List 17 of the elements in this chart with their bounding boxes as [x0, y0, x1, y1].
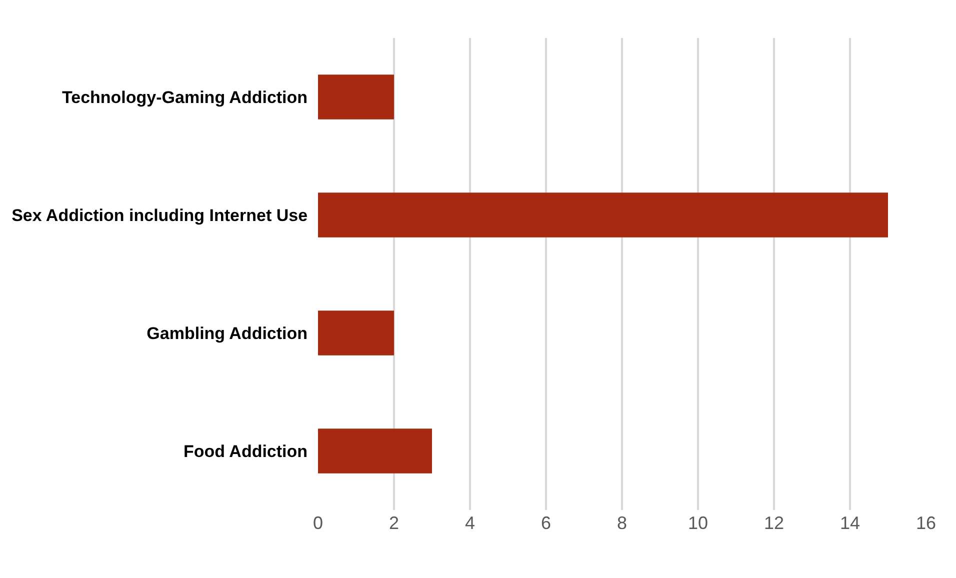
- x-tick-label: 6: [540, 513, 552, 533]
- bar: [318, 74, 394, 120]
- x-tick-label: 10: [688, 513, 708, 533]
- x-tick-label: 14: [840, 513, 860, 533]
- x-tick-label: 16: [916, 513, 936, 533]
- x-tick-label: 4: [464, 513, 476, 533]
- y-tick-label: Gambling Addiction: [146, 324, 308, 343]
- bar: [318, 192, 888, 238]
- bar: [318, 428, 432, 474]
- y-tick-label: Sex Addiction including Internet Use: [12, 206, 308, 225]
- y-tick-label: Technology-Gaming Addiction: [62, 88, 308, 107]
- x-tick-label: 0: [312, 513, 324, 533]
- y-tick-label: Food Addiction: [184, 442, 308, 461]
- bar: [318, 310, 394, 356]
- x-tick-label: 2: [388, 513, 400, 533]
- x-tick-label: 12: [764, 513, 784, 533]
- x-tick-label: 8: [616, 513, 628, 533]
